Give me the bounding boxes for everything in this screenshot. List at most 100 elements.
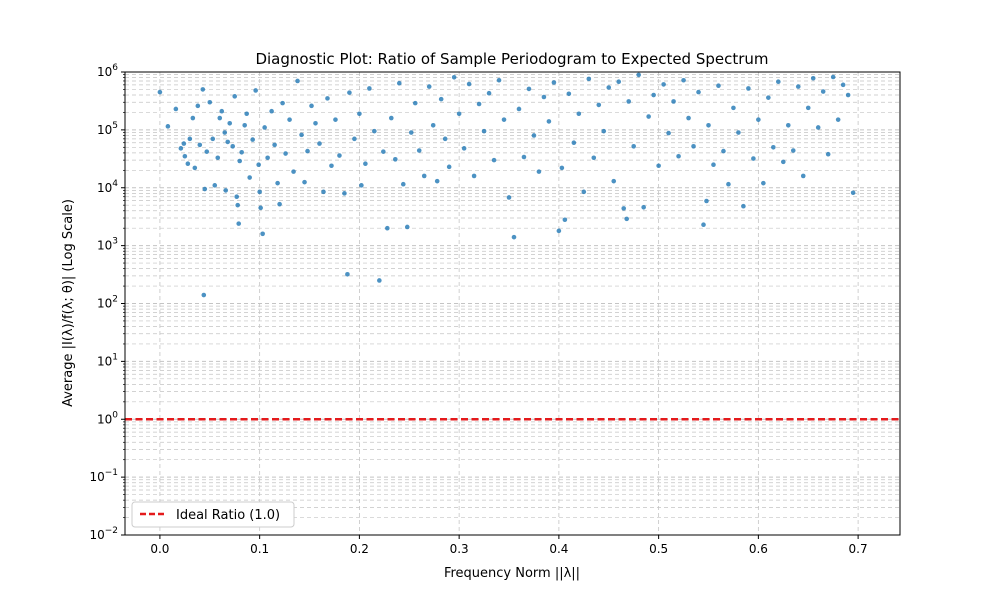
x-tick-label: 0.4 (549, 542, 568, 556)
scatter-point (260, 231, 265, 237)
scatter-point (576, 111, 582, 117)
scatter-point (359, 183, 364, 188)
scatter-point (726, 181, 731, 187)
scatter-point (546, 119, 552, 124)
scatter-point (393, 157, 398, 162)
scatter-point (412, 100, 418, 106)
scatter-point (656, 163, 661, 169)
scatter-point (566, 91, 572, 97)
scatter-point (210, 136, 216, 142)
scatter-point (347, 90, 352, 95)
scatter-point (225, 139, 231, 145)
scatter-point (805, 105, 811, 111)
scatter-point (820, 89, 826, 94)
scatter-point (173, 106, 179, 112)
scatter-point (636, 72, 641, 78)
scatter-point (438, 96, 444, 102)
scatter-point (236, 221, 242, 226)
scatter-point (785, 122, 791, 128)
scatter-point (396, 80, 402, 86)
scatter-point (536, 169, 542, 174)
scatter-point (556, 228, 562, 234)
scatter-point (195, 103, 201, 109)
scatter-point (385, 225, 390, 231)
scatter-point (363, 161, 368, 167)
scatter-point (212, 183, 218, 188)
scatter-point (181, 141, 187, 146)
scatter-point (321, 189, 326, 195)
scatter-point (258, 205, 263, 211)
x-tick-label: 0.0 (150, 542, 169, 556)
scatter-point (845, 92, 851, 98)
scatter-point (511, 234, 517, 240)
scatter-point (606, 85, 612, 90)
scatter-point (476, 101, 482, 107)
scatter-point (776, 79, 781, 84)
scatter-point (239, 149, 244, 155)
scatter-point (190, 115, 196, 121)
scatter-point (215, 155, 221, 161)
scatter-point (496, 77, 502, 83)
scatter-point (291, 169, 296, 174)
scatter-point (256, 162, 261, 168)
x-tick-label: 0.3 (450, 542, 469, 556)
scatter-point (283, 151, 288, 156)
scatter-point (581, 189, 587, 195)
scatter-point (223, 188, 229, 193)
scatter-point (781, 159, 786, 165)
scatter-point (357, 111, 362, 117)
scatter-point (192, 165, 198, 171)
scatter-point (325, 96, 330, 101)
scatter-point (810, 75, 816, 81)
scatter-point (342, 191, 347, 196)
scatter-point (766, 95, 771, 100)
scatter-point (541, 94, 547, 100)
scatter-point (234, 194, 240, 200)
scatter-point (611, 178, 617, 184)
scatter-point (400, 181, 406, 187)
legend: Ideal Ratio (1.0) (131, 501, 295, 528)
scatter-point (262, 125, 267, 130)
scatter-point (337, 153, 342, 158)
scatter-point (309, 103, 314, 109)
x-tick-label: 0.6 (749, 542, 768, 556)
x-axis-label: Frequency Norm ||λ|| (444, 566, 580, 581)
scatter-point (275, 180, 280, 186)
scatter-point (253, 88, 258, 93)
scatter-point (389, 115, 394, 121)
scatter-point (250, 137, 255, 142)
scatter-point (165, 124, 171, 129)
scatter-point (202, 186, 208, 192)
scatter-point (204, 149, 210, 154)
scatter-point (456, 111, 462, 117)
scatter-point (701, 222, 706, 227)
scatter-point (257, 189, 262, 195)
scatter-point (404, 224, 410, 230)
scatter-point (235, 202, 241, 208)
scatter-point (421, 173, 427, 179)
scatter-point (746, 86, 751, 91)
scatter-point (671, 99, 676, 104)
scatter-point (222, 130, 228, 135)
scatter-point (521, 154, 527, 160)
scatter-point (491, 157, 497, 163)
scatter-point (313, 120, 318, 126)
scatter-point (295, 78, 300, 84)
scatter-point (247, 175, 252, 180)
scatter-point (691, 144, 696, 149)
scatter-point (626, 99, 632, 104)
scatter-point (756, 117, 761, 122)
scatter-point (416, 148, 422, 153)
x-tick-label: 0.2 (350, 542, 369, 556)
scatter-point (596, 102, 602, 108)
scatter-point (329, 163, 334, 169)
scatter-point (471, 173, 477, 179)
scatter-point (157, 89, 163, 95)
scatter-point (835, 117, 841, 122)
scatter-point (551, 80, 557, 85)
scatter-point (790, 148, 796, 153)
scatter-point (367, 86, 372, 91)
scatter-point (333, 117, 338, 122)
scatter-point (631, 144, 636, 149)
